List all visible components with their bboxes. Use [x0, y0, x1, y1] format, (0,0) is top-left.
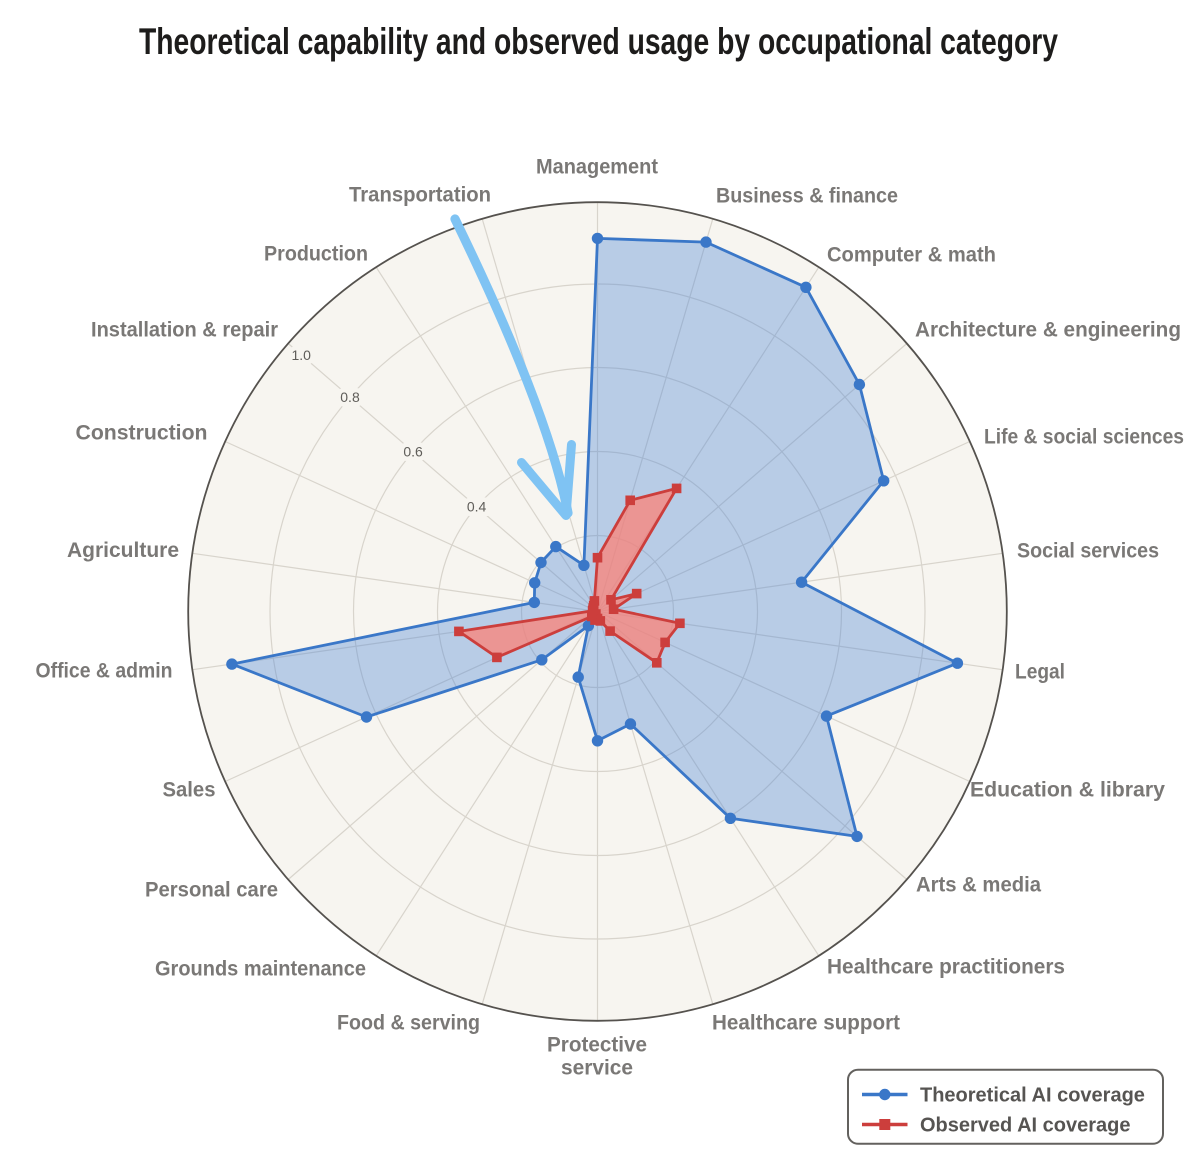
svg-text:Food & serving: Food & serving	[337, 1012, 480, 1035]
svg-text:Theoretical capability and obs: Theoretical capability and observed usag…	[139, 21, 1058, 62]
svg-text:Personal care: Personal care	[145, 879, 278, 902]
svg-text:Sales: Sales	[163, 779, 216, 802]
svg-text:Protective: Protective	[547, 1034, 647, 1057]
svg-text:Transportation: Transportation	[349, 184, 491, 207]
svg-text:0.8: 0.8	[340, 389, 360, 405]
svg-text:Life & social sciences: Life & social sciences	[984, 426, 1184, 449]
svg-text:Construction: Construction	[76, 422, 208, 445]
svg-text:service: service	[561, 1057, 633, 1080]
svg-text:Legal: Legal	[1015, 661, 1065, 684]
svg-text:Computer & math: Computer & math	[827, 244, 996, 267]
svg-text:Grounds maintenance: Grounds maintenance	[155, 958, 366, 981]
svg-text:Observed AI coverage: Observed AI coverage	[920, 1115, 1130, 1137]
svg-text:Management: Management	[536, 156, 658, 179]
svg-text:0.4: 0.4	[467, 499, 487, 515]
svg-text:Office & admin: Office & admin	[36, 660, 173, 683]
svg-text:Architecture & engineering: Architecture & engineering	[915, 319, 1181, 342]
svg-text:Theoretical AI coverage: Theoretical AI coverage	[920, 1085, 1145, 1107]
svg-text:Healthcare support: Healthcare support	[712, 1012, 900, 1035]
svg-text:Education & library: Education & library	[970, 779, 1165, 802]
svg-text:Social services: Social services	[1017, 540, 1159, 563]
svg-text:1.0: 1.0	[291, 347, 311, 363]
svg-text:Arts & media: Arts & media	[916, 874, 1041, 897]
svg-text:Business & finance: Business & finance	[716, 185, 898, 208]
svg-text:Production: Production	[264, 243, 368, 266]
svg-text:0.6: 0.6	[403, 444, 423, 460]
svg-text:Installation & repair: Installation & repair	[91, 319, 278, 342]
svg-text:Healthcare practitioners: Healthcare practitioners	[827, 956, 1065, 979]
svg-text:Agriculture: Agriculture	[67, 539, 179, 562]
